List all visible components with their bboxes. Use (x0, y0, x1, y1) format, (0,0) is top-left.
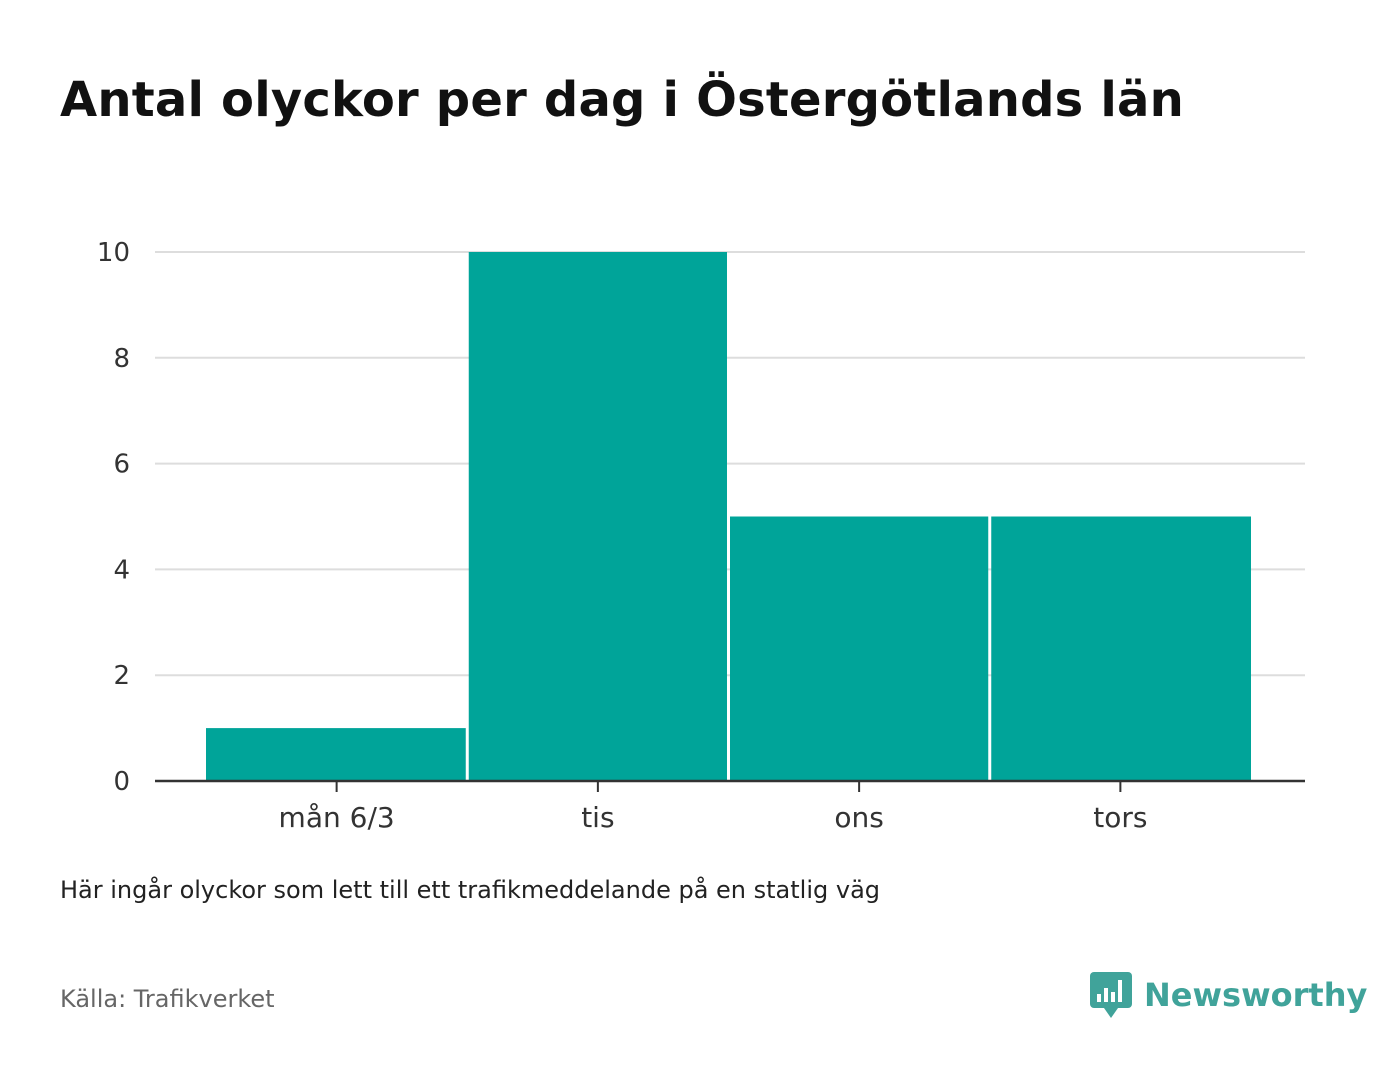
x-tick-label: ons (834, 801, 883, 834)
bar-0 (206, 728, 466, 781)
y-axis-ticks: 0 2 4 6 8 10 (97, 238, 130, 797)
bar-1 (468, 252, 727, 781)
x-tick-label: mån 6/3 (279, 801, 395, 834)
source-label: Källa: Trafikverket (60, 985, 275, 1013)
x-tick-label: tors (1093, 801, 1147, 834)
y-tick-label: 10 (97, 238, 130, 268)
y-tick-label: 0 (113, 767, 130, 797)
bars (206, 252, 1251, 781)
x-axis-ticks: mån 6/3 tis ons tors (279, 781, 1147, 834)
y-tick-label: 8 (113, 344, 130, 374)
chart-title: Antal olyckor per dag i Östergötlands lä… (60, 72, 1184, 128)
x-tick-label: tis (581, 801, 614, 834)
y-tick-label: 2 (113, 661, 130, 691)
bar-3 (991, 516, 1251, 781)
brand-name: Newsworthy (1144, 976, 1368, 1014)
brand-logo-group: Newsworthy (1090, 970, 1367, 1020)
y-tick-label: 6 (113, 450, 130, 480)
bar-chart-speech-bubble-icon (1090, 972, 1132, 1018)
bar-chart: 0 2 4 6 8 10 mån 6/3 tis ons tors (97, 238, 1305, 834)
chart-note: Här ingår olyckor som lett till ett traf… (60, 876, 881, 904)
bar-2 (730, 516, 989, 781)
y-tick-label: 4 (113, 555, 130, 585)
